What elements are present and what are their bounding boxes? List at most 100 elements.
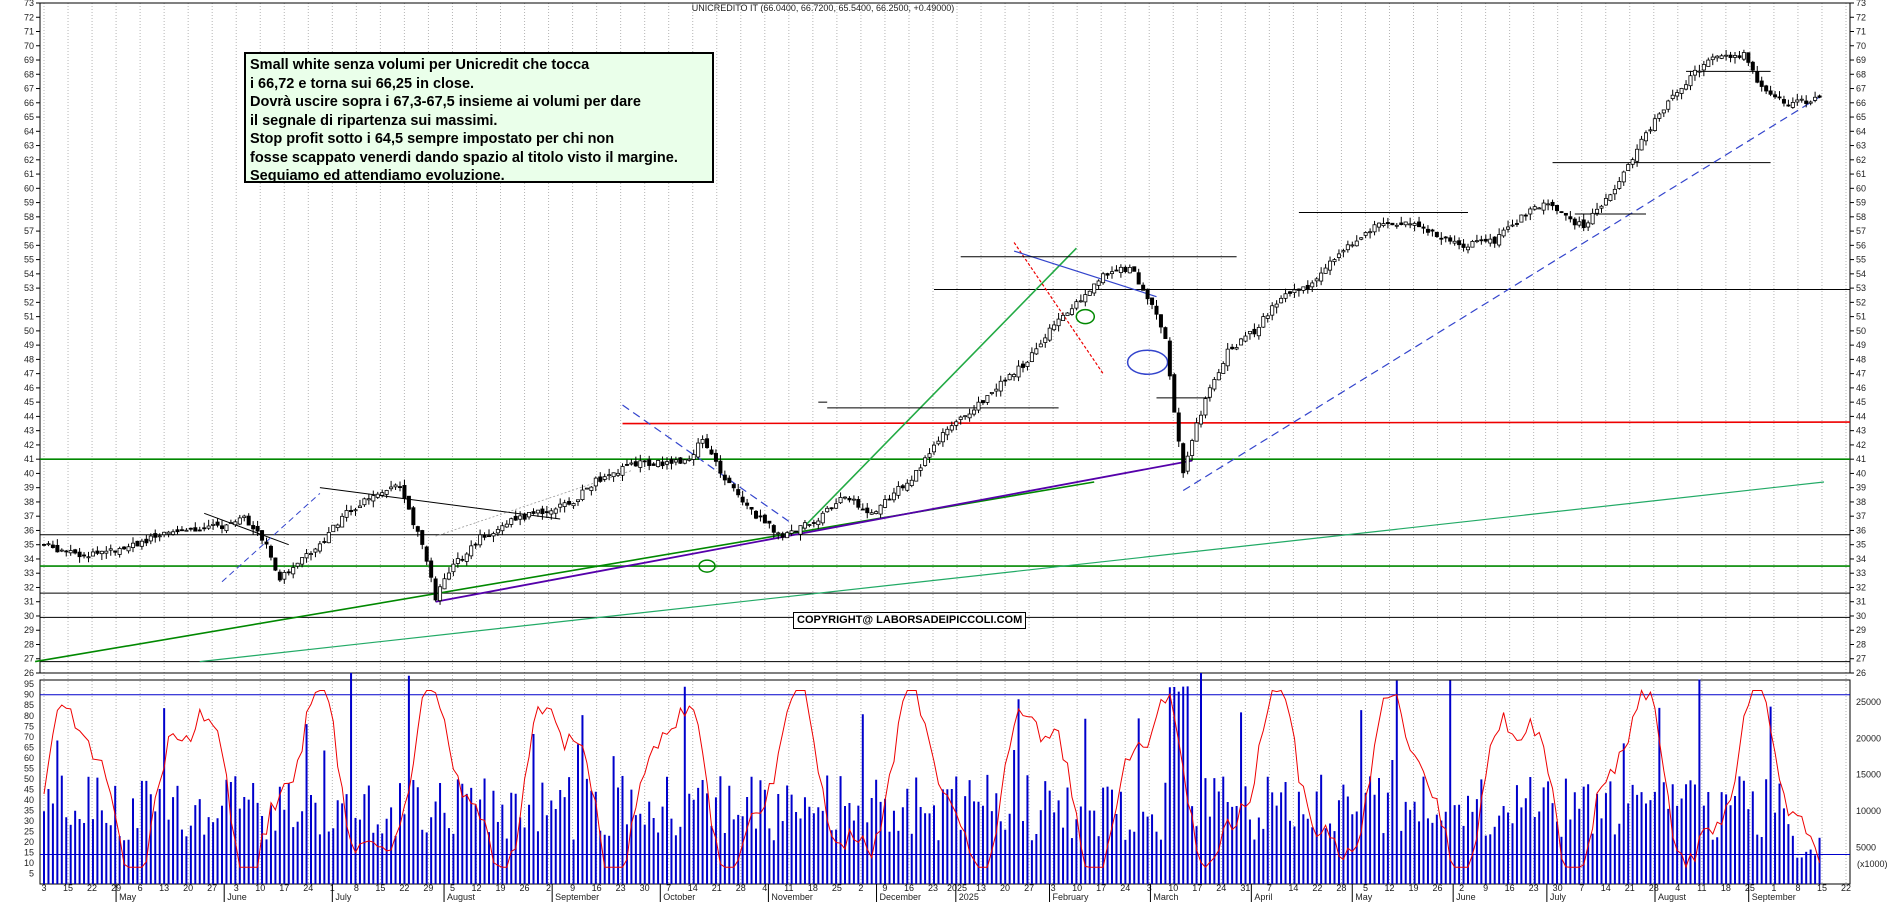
candle-body — [433, 578, 438, 601]
candle-body — [317, 543, 322, 552]
candle-body — [1034, 348, 1039, 355]
candle-body — [286, 571, 291, 574]
date-tick: 2 — [1459, 883, 1464, 893]
candle-body — [740, 496, 745, 503]
price-tick: 36 — [1856, 525, 1866, 535]
candle-body — [544, 511, 549, 514]
annotation-line: il segnale di ripartenza sui massimi. — [250, 112, 498, 129]
candle-body — [1029, 352, 1034, 362]
candle-body — [491, 533, 496, 537]
candle-body — [1692, 69, 1697, 76]
candle-body — [130, 542, 135, 548]
price-tick: 37 — [1856, 511, 1866, 521]
price-tick: 33 — [1856, 568, 1866, 578]
price-tick: 56 — [1856, 240, 1866, 250]
candle-body — [1546, 203, 1551, 206]
volume-tick: 10000 — [1856, 806, 1881, 816]
candle-body — [246, 515, 251, 526]
candle-body — [1194, 422, 1199, 442]
candle-body — [166, 531, 171, 535]
candle-body — [1421, 226, 1426, 229]
candle-body — [420, 530, 425, 545]
date-tick: 7 — [1579, 883, 1584, 893]
candle-body — [1363, 232, 1368, 236]
annotation-line: i 66,72 e torna sui 66,25 in close. — [250, 75, 475, 92]
candlesticks — [42, 49, 1822, 605]
candle-body — [495, 529, 500, 534]
candle-body — [660, 461, 665, 467]
candle-body — [1461, 243, 1466, 248]
candle-body — [611, 472, 616, 478]
candle-body — [691, 454, 696, 460]
date-tick: 23 — [616, 883, 626, 893]
candle-body — [188, 527, 193, 530]
candle-body — [1773, 94, 1778, 98]
candle-body — [233, 521, 238, 526]
date-tick: 3 — [234, 883, 239, 893]
date-tick: 28 — [1649, 883, 1659, 893]
month-label: December — [880, 892, 922, 902]
price-tick: 73 — [24, 0, 34, 8]
date-tick: 11 — [1697, 883, 1706, 893]
price-panel-frame — [39, 2, 1851, 674]
candle-body — [1790, 102, 1795, 108]
candle-body — [616, 472, 621, 476]
candle-body — [1501, 229, 1506, 237]
date-tick: 3 — [1147, 883, 1152, 893]
candle-body — [602, 476, 607, 480]
candle-body — [758, 515, 763, 518]
candle-body — [304, 553, 309, 559]
candle-body — [1145, 288, 1150, 300]
candle-body — [567, 500, 572, 505]
candle-body — [1457, 240, 1462, 246]
candle-body — [179, 529, 184, 532]
candle-body — [255, 525, 260, 532]
price-tick: 59 — [1856, 198, 1866, 208]
candle-body — [1092, 283, 1097, 294]
oscillator-tick: 55 — [24, 763, 34, 773]
candle-body — [1110, 271, 1115, 275]
price-tick: 45 — [24, 397, 34, 407]
candle-body — [1648, 129, 1653, 132]
oscillator-tick: 70 — [24, 732, 34, 742]
candle-body — [1181, 443, 1186, 474]
candle-body — [1652, 118, 1657, 131]
date-tick: 12 — [471, 883, 481, 893]
candle-body — [1381, 223, 1386, 226]
candle-body — [1430, 229, 1435, 232]
red-trendline — [1013, 242, 1104, 374]
candle-body — [77, 551, 82, 558]
price-tick: 62 — [24, 155, 34, 165]
candle-body — [891, 492, 896, 501]
price-tick: 54 — [24, 269, 34, 279]
candle-body — [1279, 297, 1284, 304]
candle-body — [469, 545, 474, 557]
price-tick: 55 — [24, 255, 34, 265]
candle-body — [1603, 198, 1608, 206]
date-tick: 7 — [666, 883, 671, 893]
price-tick: 66 — [24, 98, 34, 108]
candle-body — [513, 515, 518, 521]
candle-body — [1350, 244, 1355, 247]
candle-body — [162, 531, 167, 536]
price-tick: 43 — [24, 426, 34, 436]
candle-body — [598, 476, 603, 482]
price-tick: 55 — [1856, 255, 1866, 265]
candle-body — [1385, 222, 1390, 225]
candle-body — [1203, 398, 1208, 416]
price-tick: 70 — [24, 41, 34, 51]
candle-body — [1403, 221, 1408, 226]
price-tick: 64 — [1856, 126, 1866, 136]
oscillator-tick: 35 — [24, 805, 34, 815]
volume-tick: 25000 — [1856, 697, 1881, 707]
candle-body — [1510, 224, 1515, 227]
oscillator-tick: 40 — [24, 795, 34, 805]
date-tick: 18 — [808, 883, 818, 893]
candle-body — [1608, 194, 1613, 201]
candle-body — [184, 529, 189, 532]
date-tick: 4 — [762, 883, 767, 893]
candle-body — [202, 527, 207, 530]
candle-body — [896, 486, 901, 496]
blue-trendline — [1013, 250, 1157, 298]
price-tick: 27 — [1856, 654, 1866, 664]
